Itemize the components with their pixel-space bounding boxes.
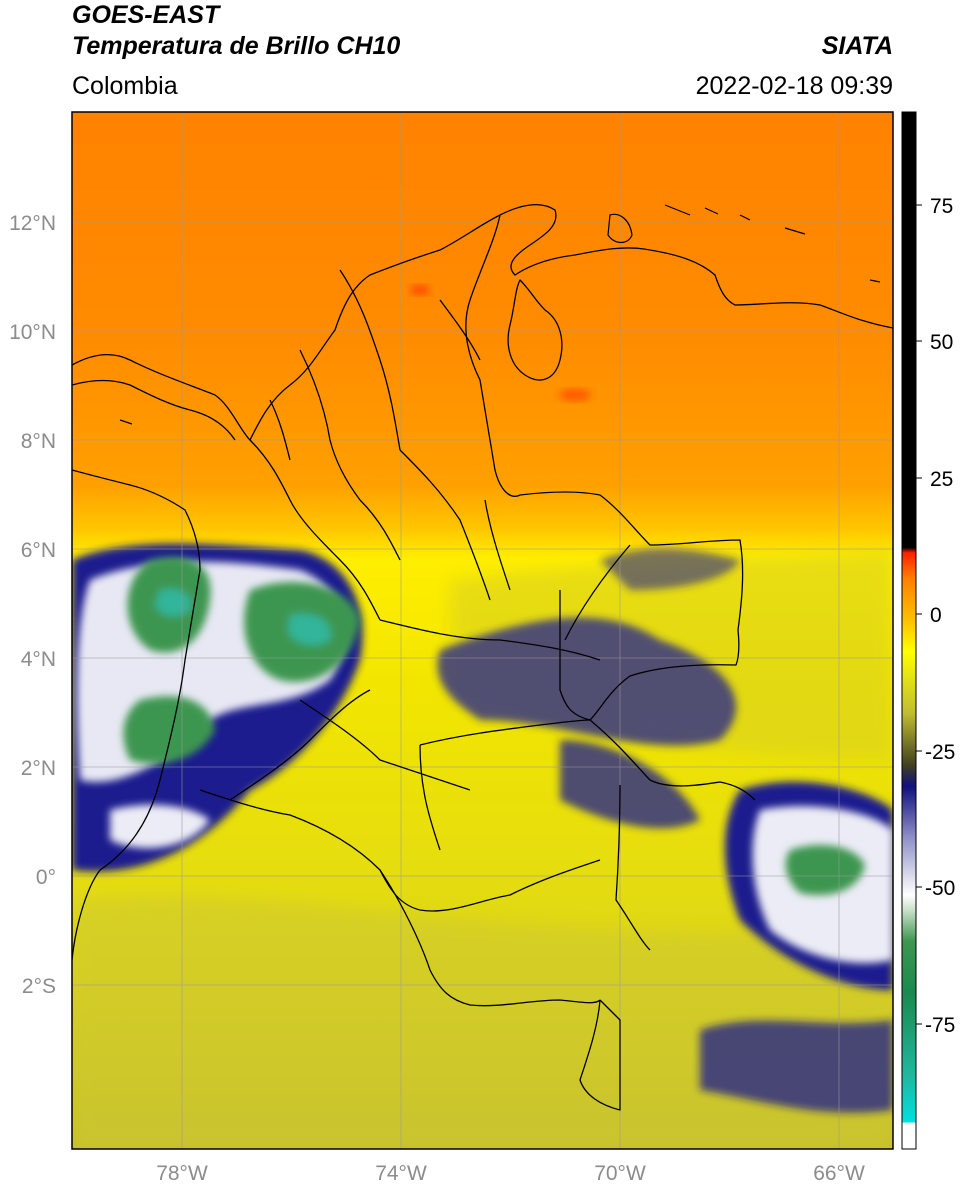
lon-label: 78°W xyxy=(156,1162,208,1185)
organization-label: SIATA xyxy=(821,32,893,60)
lat-label: 2°S xyxy=(22,975,56,998)
lat-label: 0° xyxy=(36,866,56,889)
colorbar-tick-label: 25 xyxy=(930,468,953,491)
region-label: Colombia xyxy=(72,72,178,100)
lat-axis-labels: 12°N 10°N 8°N 6°N 4°N 2°N 0° 2°S xyxy=(9,212,56,998)
satellite-imagery xyxy=(72,112,893,1149)
product-title: Temperatura de Brillo CH10 xyxy=(72,32,401,60)
timestamp: 2022-02-18 09:39 xyxy=(695,72,893,100)
lat-label: 6°N xyxy=(21,539,56,562)
lon-label: 66°W xyxy=(813,1162,865,1185)
colorbar-tick-label: -50 xyxy=(925,877,955,900)
lat-label: 12°N xyxy=(9,212,56,235)
colorbar-tick-label: 50 xyxy=(930,331,953,354)
colorbar-tick-label: -25 xyxy=(925,741,955,764)
graticule xyxy=(72,112,893,1149)
satellite-title: GOES-EAST xyxy=(72,1,220,29)
colorbar-tick-label: 75 xyxy=(930,195,953,218)
lat-label: 8°N xyxy=(21,430,56,453)
lon-label: 74°W xyxy=(375,1162,427,1185)
lon-axis-labels: 78°W 74°W 70°W 66°W xyxy=(156,1162,865,1185)
colorbar-tick-label: 0 xyxy=(930,604,942,627)
lon-label: 70°W xyxy=(594,1162,646,1185)
islands xyxy=(119,204,881,425)
plot-frame xyxy=(71,111,894,1150)
borders xyxy=(72,203,893,1111)
lat-label: 10°N xyxy=(9,321,56,344)
colorbar: 75 50 25 0 -25 -50 -75 xyxy=(901,111,955,1150)
lat-label: 4°N xyxy=(21,648,56,671)
colorbar-tick-label: -75 xyxy=(925,1014,955,1037)
lat-label: 2°N xyxy=(21,757,56,780)
